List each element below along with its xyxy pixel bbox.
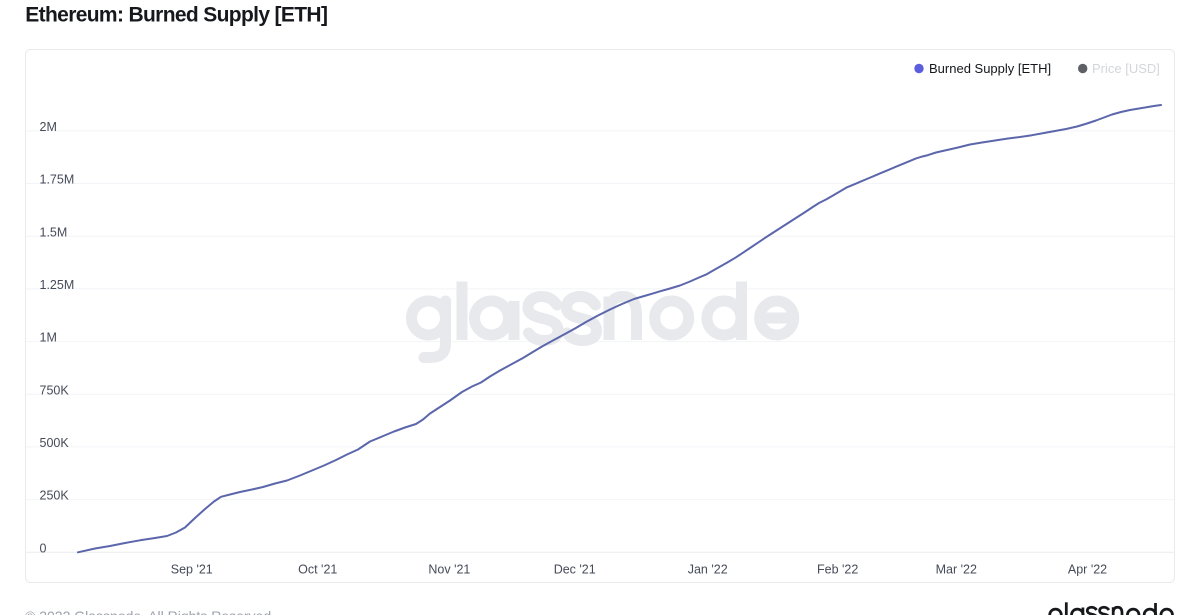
svg-text:Price [USD]: Price [USD]	[1092, 61, 1160, 76]
svg-text:Sep '21: Sep '21	[171, 563, 213, 577]
svg-text:1.5M: 1.5M	[40, 225, 68, 239]
svg-text:250K: 250K	[40, 489, 70, 503]
svg-text:Apr '22: Apr '22	[1068, 563, 1107, 577]
svg-text:1.25M: 1.25M	[40, 278, 75, 292]
svg-text:0: 0	[40, 541, 47, 555]
svg-text:1M: 1M	[40, 331, 57, 345]
svg-text:2M: 2M	[40, 120, 57, 134]
svg-text:Feb '22: Feb '22	[817, 563, 858, 577]
svg-text:Dec '21: Dec '21	[554, 563, 596, 577]
svg-text:Mar '22: Mar '22	[936, 563, 977, 577]
svg-text:© 2022 Glassnode. All Rights R: © 2022 Glassnode. All Rights Reserved	[25, 608, 271, 615]
svg-text:500K: 500K	[40, 436, 70, 450]
svg-text:Oct '21: Oct '21	[298, 563, 337, 577]
svg-text:750K: 750K	[40, 383, 70, 397]
svg-text:1.75M: 1.75M	[40, 173, 75, 187]
svg-text:Burned Supply [ETH]: Burned Supply [ETH]	[929, 61, 1051, 76]
svg-text:Ethereum: Burned Supply [ETH]: Ethereum: Burned Supply [ETH]	[25, 4, 327, 27]
svg-text:Jan '22: Jan '22	[688, 563, 728, 577]
svg-text:Nov '21: Nov '21	[428, 563, 470, 577]
